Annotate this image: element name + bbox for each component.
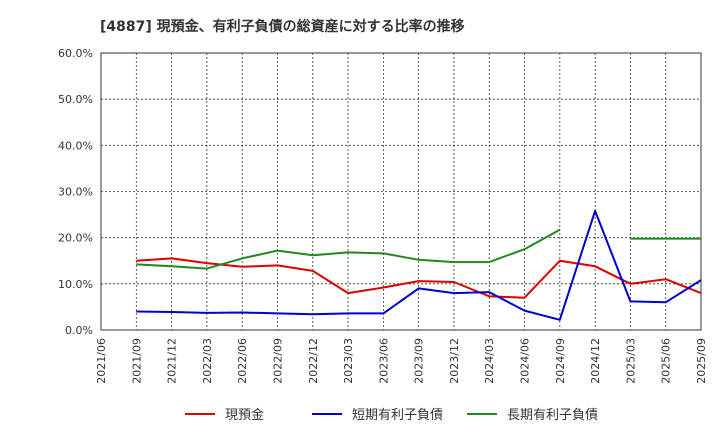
x-tick-label: 2023/03 <box>342 338 355 384</box>
legend-label: 現預金 <box>225 407 264 423</box>
x-axis: 2021/06 2021/09 2021/12 2022/03 2022/06 2022/… <box>95 338 708 384</box>
series-line-1 <box>136 257 702 299</box>
y-tick-label: 60.0% <box>58 47 93 60</box>
legend-label: 短期有利子負債 <box>352 408 443 423</box>
x-tick-label: 2021/06 <box>95 338 108 384</box>
series-line-3 <box>136 228 561 270</box>
x-tick-label: 2022/06 <box>236 338 249 384</box>
y-tick-label: 20.0% <box>58 232 93 245</box>
x-tick-label: 2024/09 <box>554 338 567 384</box>
y-tick-label: 50.0% <box>58 93 93 106</box>
y-tick-label: 30.0% <box>58 186 93 199</box>
grid <box>100 52 702 331</box>
x-tick-label: 2024/03 <box>483 338 496 384</box>
x-tick-label: 2025/06 <box>660 338 673 384</box>
chart-title: [4887] 現預金、有利子負債の総資産に対する比率の推移 <box>100 18 465 35</box>
x-tick-label: 2022/12 <box>307 338 320 384</box>
x-tick-label: 2021/12 <box>166 338 179 384</box>
x-tick-label: 2022/09 <box>271 338 284 384</box>
y-tick-label: 40.0% <box>58 139 93 152</box>
y-tick-label: 10.0% <box>58 278 93 291</box>
y-tick-label: 0.0% <box>65 324 93 337</box>
series-lines <box>136 209 702 321</box>
x-tick-label: 2024/06 <box>519 338 532 384</box>
x-tick-label: 2023/06 <box>377 338 390 384</box>
x-tick-label: 2025/09 <box>695 338 708 384</box>
legend-label: 長期有利子負債 <box>507 408 598 423</box>
x-tick-label: 2023/09 <box>413 338 426 384</box>
x-tick-label: 2023/12 <box>448 338 461 384</box>
x-tick-label: 2024/12 <box>589 338 602 384</box>
series-line-2 <box>136 209 702 321</box>
y-axis: 0.0% 10.0% 20.0% 30.0% 40.0% 50.0% 60.0% <box>58 47 93 337</box>
x-tick-label: 2021/09 <box>130 338 143 384</box>
x-tick-label: 2022/03 <box>201 338 214 384</box>
x-tick-label: 2025/03 <box>624 338 637 384</box>
legend: 現預金 短期有利子負債 長期有利子負債 <box>185 407 598 423</box>
